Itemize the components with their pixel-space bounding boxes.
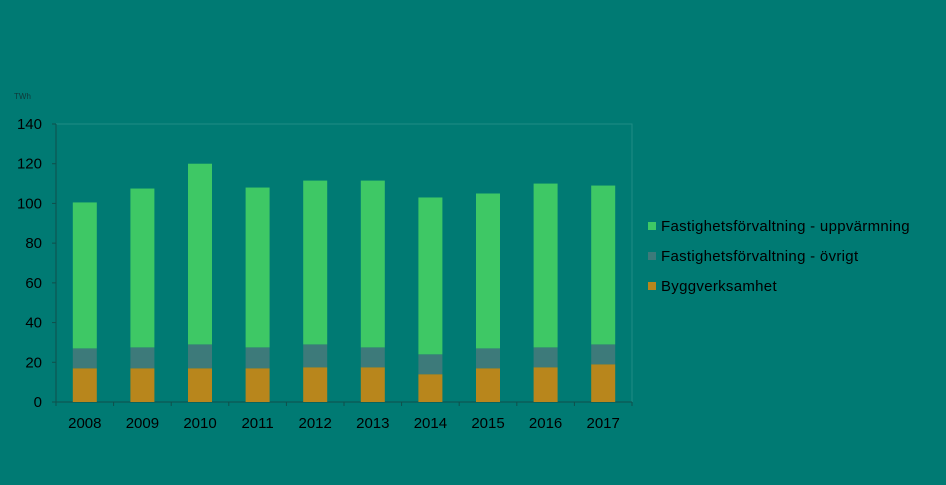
bar-segment xyxy=(188,368,212,402)
y-tick-label: 80 xyxy=(25,235,42,252)
y-tick-label: 120 xyxy=(17,156,42,173)
x-tick-label: 2017 xyxy=(587,415,620,432)
legend-swatch xyxy=(648,222,656,230)
bar-segment xyxy=(188,344,212,369)
bar-segment xyxy=(533,183,558,348)
bar-segment xyxy=(476,348,500,369)
bar-segment xyxy=(130,188,155,348)
x-tick-label: 2009 xyxy=(126,415,159,432)
legend-label: Byggverksamhet xyxy=(661,277,777,295)
bar-segment xyxy=(591,185,616,345)
bar-segment xyxy=(303,344,328,368)
bar-segment xyxy=(418,374,443,402)
y-tick-label: 140 xyxy=(17,116,42,133)
y-axis: 0 20 40 60 80 100 120 140 xyxy=(17,116,633,411)
x-axis: 2008 2009 2010 2011 2012 2013 2014 2015 2016 2017 xyxy=(55,401,633,432)
legend: Fastighetsförvaltning - uppvärmning Fast… xyxy=(648,211,910,301)
bar-segment xyxy=(360,180,385,348)
bar-segment xyxy=(591,344,616,365)
x-tick-label: 2015 xyxy=(471,415,504,432)
y-tick-label: 40 xyxy=(25,315,42,332)
bar-segment xyxy=(72,202,97,349)
x-tick-label: 2012 xyxy=(299,415,332,432)
y-tick-label: 60 xyxy=(25,275,42,292)
bar-segment xyxy=(360,347,385,368)
y-tick-label: 100 xyxy=(17,195,42,212)
bar-segment xyxy=(303,180,328,345)
unit-label: TWh xyxy=(14,92,31,101)
bar-segment xyxy=(245,347,270,369)
bar-segment xyxy=(418,354,443,375)
legend-label: Fastighetsförvaltning - uppvärmning xyxy=(661,217,910,235)
bar-segment xyxy=(130,347,155,369)
legend-swatch xyxy=(648,252,656,260)
bar-segment xyxy=(303,367,328,402)
bar-segment xyxy=(418,197,443,355)
x-tick-label: 2011 xyxy=(241,415,273,432)
bar-segment xyxy=(360,367,385,402)
y-tick-label: 0 xyxy=(34,394,42,411)
bar-segment xyxy=(72,348,97,369)
bar-segment xyxy=(245,368,270,402)
x-tick-label: 2014 xyxy=(414,415,447,432)
bar-segment xyxy=(591,364,616,402)
bar-segment xyxy=(72,368,97,402)
bar-segment xyxy=(533,347,558,368)
bar-segment xyxy=(533,367,558,402)
x-tick-label: 2010 xyxy=(183,415,216,432)
legend-item-byggverksamhet: Byggverksamhet xyxy=(648,271,910,301)
bar-segment xyxy=(245,187,270,348)
bar-segment xyxy=(476,368,500,402)
x-tick-label: 2016 xyxy=(529,415,562,432)
x-tick-label: 2013 xyxy=(356,415,389,432)
bar-segment xyxy=(476,193,500,349)
legend-item-uppvarmning: Fastighetsförvaltning - uppvärmning xyxy=(648,211,910,241)
bars xyxy=(72,163,616,402)
x-tick-label: 2008 xyxy=(68,415,101,432)
y-tick-label: 20 xyxy=(25,354,42,371)
bar-segment xyxy=(188,163,212,345)
legend-item-ovrigt: Fastighetsförvaltning - övrigt xyxy=(648,241,910,271)
legend-label: Fastighetsförvaltning - övrigt xyxy=(661,247,859,265)
bar-segment xyxy=(130,368,155,402)
legend-swatch xyxy=(648,282,656,290)
